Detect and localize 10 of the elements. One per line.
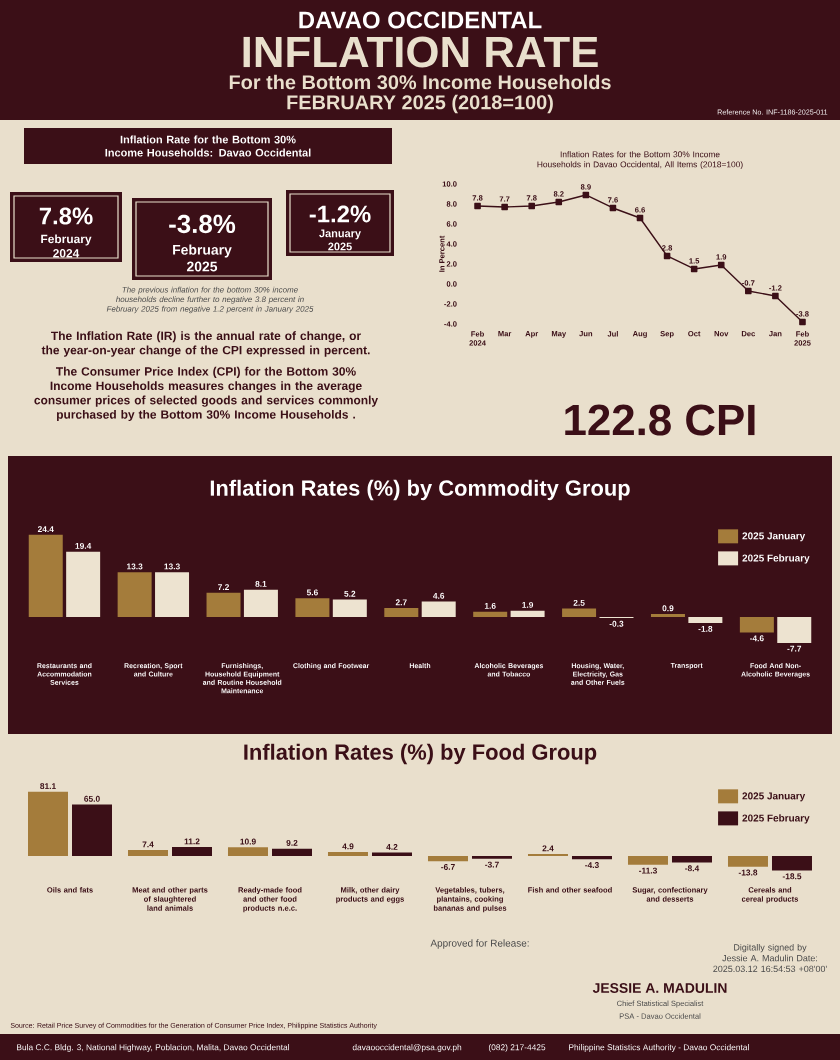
- text: -3.8%: [169, 214, 236, 234]
- text: 7.8%: [39, 207, 93, 225]
- chart-title: Inflation Rates (%) by Food Group: [244, 743, 597, 765]
- text: 122.8 CPI: [565, 404, 755, 436]
- text: FEBRUARY 2025 (2018=100): [287, 94, 553, 114]
- text: For the Bottom 30% Income Households: [229, 74, 611, 90]
- text: DAVAO OCCIDENTAL: [299, 11, 542, 29]
- text: -1.2%: [309, 205, 371, 223]
- chart-title: Inflation Rates (%) by Commodity Group: [210, 479, 630, 501]
- text: INFLATION RATE: [243, 36, 598, 68]
